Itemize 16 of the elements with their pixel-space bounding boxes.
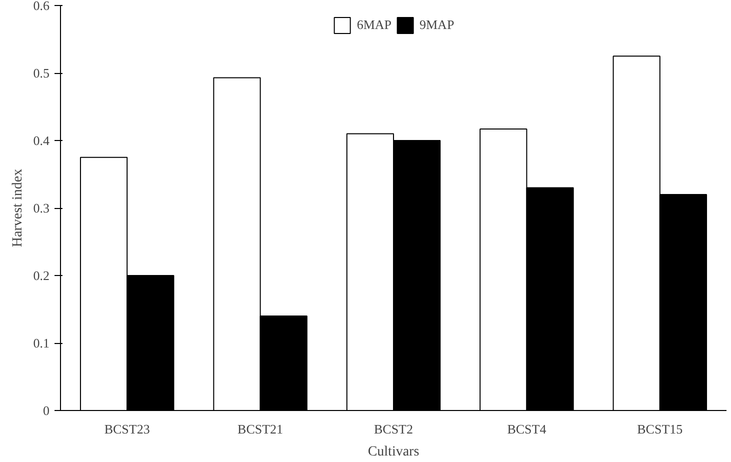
x-tick-label: BCST2	[374, 422, 414, 436]
x-axis-title: Cultivars	[368, 444, 420, 460]
y-tick-label: 0.2	[33, 268, 50, 283]
y-tick-label: 0.5	[33, 66, 50, 80]
y-axis-title: Harvest index	[10, 168, 26, 248]
y-tick-label: 0	[43, 403, 50, 418]
legend-label: 6MAP	[356, 17, 392, 33]
y-tick-label: 0.3	[33, 200, 50, 216]
y-tick-label: 0.4	[33, 133, 50, 148]
y-tick-label: 0.1	[33, 336, 50, 350]
y-tick-label: 0.6	[33, 0, 50, 13]
legend-label: 9MAP	[420, 17, 454, 33]
x-tick-label: BCST4	[507, 422, 547, 436]
x-tick-label: BCST21	[238, 422, 284, 436]
x-tick-label: BCST23	[104, 422, 150, 436]
x-tick-label: BCST15	[637, 422, 683, 436]
